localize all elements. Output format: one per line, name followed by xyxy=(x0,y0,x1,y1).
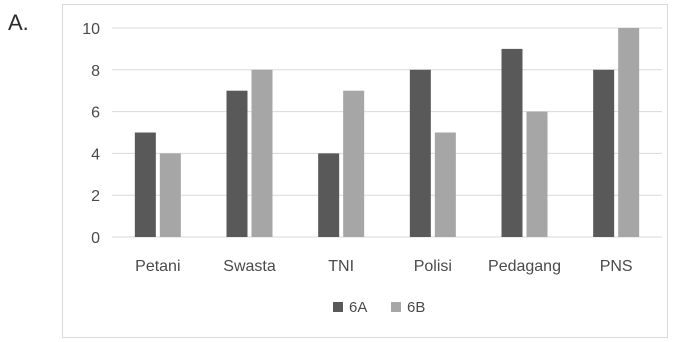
x-tick-label: Swasta xyxy=(223,258,276,275)
bar-6b-swasta xyxy=(251,69,273,237)
bar-6b-tni xyxy=(343,90,365,237)
bar-6a-petani xyxy=(134,132,156,237)
y-tick-label: 2 xyxy=(91,188,100,205)
bar-6a-polisi xyxy=(409,69,431,237)
y-tick-label: 10 xyxy=(82,21,100,38)
legend-label-6b: 6B xyxy=(407,299,425,316)
y-tick-label: 6 xyxy=(91,105,100,122)
bar-6a-pns xyxy=(593,69,615,237)
legend-swatch-6b xyxy=(391,302,401,312)
x-tick-label: TNI xyxy=(328,258,354,275)
bar-6b-pedagang xyxy=(526,111,548,237)
y-tick-label: 4 xyxy=(91,146,100,163)
chart-frame xyxy=(62,4,668,338)
legend-swatch-6a xyxy=(333,302,343,312)
x-tick-label: Pedagang xyxy=(488,258,561,275)
bar-6b-polisi xyxy=(434,132,456,237)
y-tick-label: 8 xyxy=(91,63,100,80)
x-tick-label: Polisi xyxy=(414,258,452,275)
bar-6a-tni xyxy=(318,153,340,237)
x-tick-label: Petani xyxy=(135,258,180,275)
bar-6a-swasta xyxy=(226,90,248,237)
question-label: A. xyxy=(8,10,29,35)
bar-6b-pns xyxy=(618,28,640,237)
bar-6b-petani xyxy=(159,153,181,237)
legend-label-6a: 6A xyxy=(349,299,367,316)
x-tick-label: PNS xyxy=(600,258,633,275)
y-tick-label: 0 xyxy=(91,230,100,247)
bar-6a-pedagang xyxy=(501,48,523,238)
